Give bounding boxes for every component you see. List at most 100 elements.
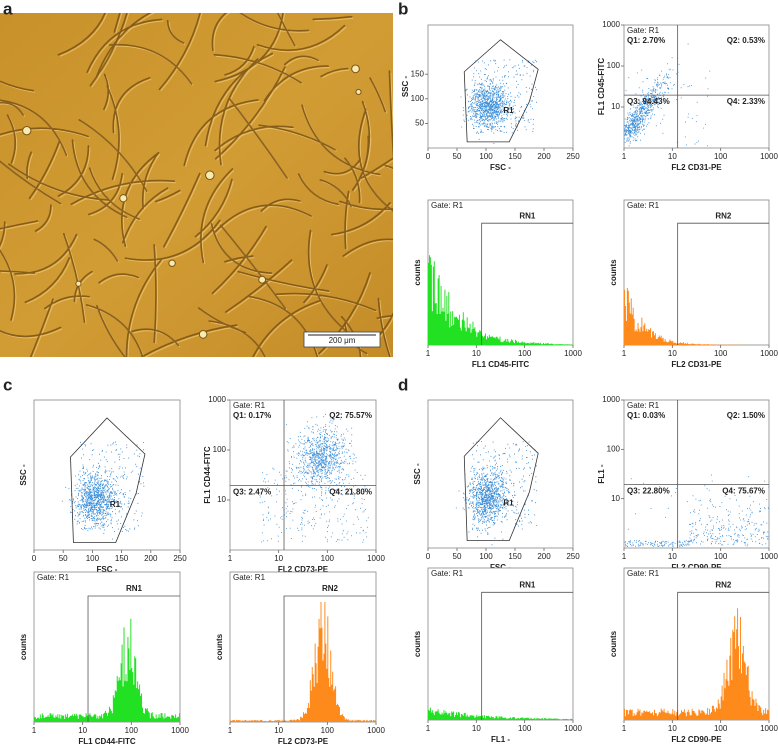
gate-text: Gate: R1	[627, 201, 660, 210]
y-axis-label: SSC -	[19, 464, 28, 486]
region-marker	[481, 591, 573, 720]
panel-letter: b	[398, 0, 408, 18]
plot-area	[624, 608, 769, 720]
region-label: RN2	[715, 580, 732, 589]
round-cell	[22, 126, 32, 136]
quadrant-label: Q4: 2.33%	[727, 97, 765, 106]
gate-label: R1	[110, 500, 121, 509]
quadrant-label: Q1: 0.17%	[233, 411, 271, 420]
plot-histogram: RN2 Gate: R1 1 10 100 1000 FL2 CD73-PE counts	[215, 571, 385, 746]
panel-letter: d	[398, 375, 408, 394]
x-tick-label: 100	[321, 554, 335, 563]
y-tick-label: 1000	[602, 395, 620, 404]
gate-text: Gate: R1	[431, 569, 464, 578]
event-dots	[259, 413, 369, 543]
x-tick-label: 1000	[760, 724, 778, 733]
plot-area	[428, 255, 573, 345]
y-tick-label: 100	[411, 94, 425, 103]
region-label: RN2	[322, 584, 339, 593]
region-label: RN2	[715, 211, 732, 220]
plot-histogram: RN1 Gate: R1 1 10 100 1000 FL1 CD45-FITC counts	[413, 199, 582, 369]
x-tick-label: 100	[86, 554, 100, 563]
plot-frame	[33, 399, 181, 551]
panel-letter: c	[3, 375, 12, 394]
gate-text: Gate: R1	[233, 401, 266, 410]
round-cell	[198, 330, 208, 339]
x-tick-label: 100	[518, 724, 532, 733]
quadrant-label: Q2: 75.57%	[329, 411, 372, 420]
histogram-bars	[428, 707, 573, 720]
y-tick-label: 150	[411, 69, 425, 78]
x-tick-label: 100	[714, 552, 728, 561]
y-tick-label: 100	[213, 445, 227, 454]
x-tick-label: 50	[453, 552, 462, 561]
y-axis-label: counts	[19, 633, 28, 660]
gate-polygon	[70, 417, 146, 543]
x-tick-label: 1	[622, 552, 627, 561]
quadrant-label: Q4: 21.80%	[329, 488, 372, 497]
cell-body	[0, 13, 393, 357]
x-axis-label: FL1 CD45-FITC	[472, 360, 530, 369]
x-tick-label: 100	[518, 349, 532, 358]
x-tick-label: 200	[537, 552, 551, 561]
plot-area	[61, 441, 145, 540]
x-tick-label: 0	[426, 552, 431, 561]
event-dots	[61, 441, 145, 540]
x-axis-label: FL1 CD44-FITC	[78, 737, 136, 746]
x-tick-label: 200	[144, 554, 158, 563]
y-tick-label: 50	[415, 119, 424, 128]
y-tick-label: 1000	[602, 20, 620, 29]
quadrant-label: Q3: 2.47%	[233, 488, 271, 497]
x-tick-label: 1000	[564, 349, 582, 358]
region-marker	[677, 222, 769, 345]
quadrant-label: Q1: 2.70%	[627, 36, 665, 45]
event-dots	[624, 43, 711, 147]
round-cell	[351, 64, 360, 74]
plot-frame	[623, 24, 770, 149]
gate-text: Gate: R1	[37, 573, 70, 582]
round-cell	[258, 275, 267, 284]
x-tick-label: 150	[508, 552, 522, 561]
plot-histogram: RN1 Gate: R1 1 10 100 1000 FL1 CD44-FITC counts	[19, 571, 189, 746]
plot-frame	[427, 399, 574, 549]
plot-area	[428, 707, 573, 720]
plot-area	[259, 413, 369, 543]
x-axis-label: FL2 CD31-PE	[671, 163, 722, 172]
y-axis-label: counts	[609, 630, 618, 657]
plot-scatter: R1 0 50 100 150 200 250 50 100 150 FSC - SSC -	[401, 24, 580, 172]
gate-polygon	[463, 39, 539, 143]
x-tick-label: 0	[32, 554, 37, 563]
plot-frame	[427, 199, 574, 346]
x-tick-label: 100	[714, 349, 728, 358]
x-tick-label: 1000	[367, 726, 385, 735]
gate-polygon	[463, 417, 539, 541]
x-tick-label: 10	[668, 552, 677, 561]
y-axis-label: counts	[413, 259, 422, 286]
x-axis-label: FL2 CD73-PE	[278, 737, 329, 746]
gate-text: Gate: R1	[627, 569, 660, 578]
plot-frame	[427, 567, 574, 721]
y-axis-label: FL1 CD45-FITC	[597, 58, 606, 116]
gate-text: Gate: R1	[233, 573, 266, 582]
x-tick-label: 10	[668, 349, 677, 358]
x-tick-label: 100	[479, 552, 493, 561]
y-axis-label: counts	[609, 259, 618, 286]
plot-area	[455, 440, 538, 546]
x-tick-label: 100	[714, 724, 728, 733]
x-tick-label: 10	[668, 724, 677, 733]
region-marker	[283, 595, 376, 722]
x-tick-label: 150	[115, 554, 129, 563]
plot-histogram: RN2 Gate: R1 1 10 100 1000 FL2 CD31-PE counts	[609, 199, 778, 369]
plot-frame	[623, 199, 770, 346]
y-tick-label: 10	[611, 102, 620, 111]
round-cell	[205, 170, 215, 181]
region-label: RN1	[519, 211, 536, 220]
x-tick-label: 100	[479, 152, 493, 161]
x-tick-label: 1000	[760, 152, 778, 161]
panel-letter: a	[3, 0, 13, 18]
